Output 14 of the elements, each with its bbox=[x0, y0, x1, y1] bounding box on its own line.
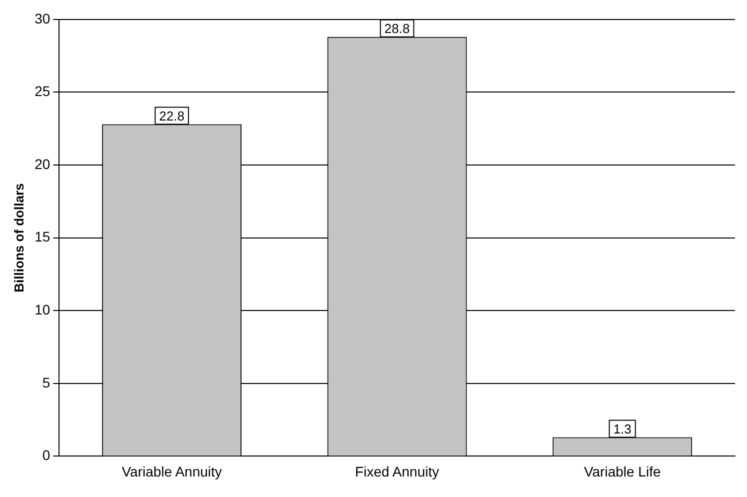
y-tick-label: 25 bbox=[34, 83, 50, 100]
y-tick-label: 5 bbox=[42, 374, 50, 390]
y-tick-label: 0 bbox=[42, 447, 50, 464]
y-tick-label: 15 bbox=[34, 228, 50, 245]
y-tick-label: 30 bbox=[34, 10, 50, 26]
x-tick-label: Fixed Annuity bbox=[355, 463, 440, 480]
x-tick-label: Variable Annuity bbox=[122, 463, 222, 480]
y-tick-label: 10 bbox=[34, 301, 50, 318]
y-tick-label: 20 bbox=[34, 156, 50, 172]
y-axis-title: Billions of dollars bbox=[11, 183, 26, 292]
data-label: 22.8 bbox=[159, 108, 184, 124]
data-label: 28.8 bbox=[384, 20, 410, 36]
data-label: 1.3 bbox=[613, 421, 632, 436]
x-tick-label: Variable Life bbox=[584, 463, 661, 480]
